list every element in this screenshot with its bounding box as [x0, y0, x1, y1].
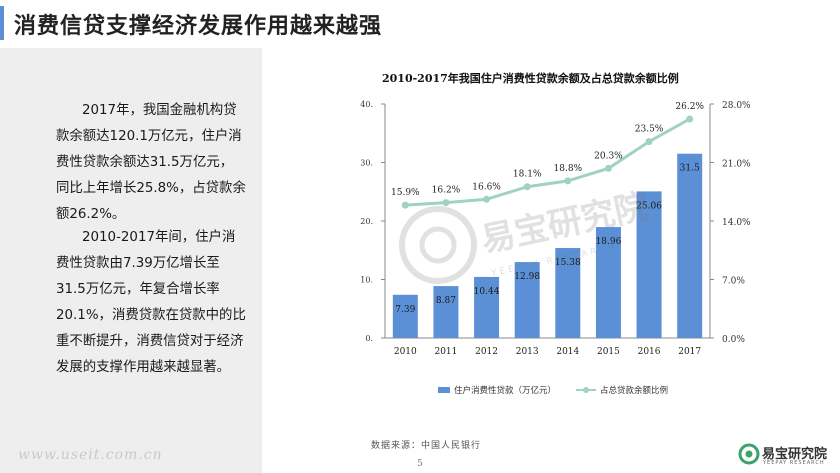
legend-bar-label: 住户消费性贷款（万亿元）	[454, 385, 556, 396]
website-watermark: www.useit.com.cn	[18, 447, 163, 463]
data-source: 数据来源：中国人民银行	[371, 441, 482, 451]
brand-logo: 易宝研究院 YEEPAY RESEARCH	[738, 443, 838, 469]
legend-bar-swatch	[438, 387, 450, 393]
ratio-point-2016	[645, 138, 653, 146]
ratio-label-2016: 23.5%	[635, 125, 664, 135]
y-right-tick-label: 0.0%	[722, 335, 745, 345]
left-text-panel	[0, 48, 262, 473]
paragraph-1: 2017年，我国金融机构贷款余额达120.1万亿元，住户消费性贷款余额达31.5…	[56, 98, 246, 228]
ratio-point-2012	[483, 195, 491, 203]
ratio-point-2010	[401, 201, 409, 209]
bar-label-2010: 7.39	[395, 305, 415, 315]
brand-icon	[738, 443, 760, 465]
x-tick-label-2016: 2016	[638, 347, 661, 357]
bar-label-2016: 25.06	[636, 201, 662, 211]
bar-2017	[677, 153, 703, 338]
y-right-tick-label: 21.0%	[722, 160, 751, 170]
paragraph-1-text: 2017年，我国金融机构贷款余额达120.1万亿元，住户消费性贷款余额达31.5…	[56, 103, 246, 222]
y-left-tick-label: 30.	[360, 159, 373, 168]
slide-title: 消费信贷支撑经济发展作用越来越强	[14, 14, 383, 39]
bar-2013	[514, 262, 540, 338]
ratio-label-2013: 18.1%	[513, 170, 542, 180]
page-number: 5	[417, 459, 423, 469]
bar-label-2011: 8.87	[436, 296, 456, 306]
ratio-label-2015: 20.3%	[594, 151, 623, 161]
x-tick-label-2015: 2015	[597, 347, 620, 357]
ratio-label-2011: 16.2%	[432, 186, 461, 196]
ratio-label-2017: 26.2%	[675, 102, 704, 112]
paragraph-2-highlight: 住户消费性贷款由7.39万亿增长至31.5万亿元，年复合增长率20.1%，	[56, 230, 236, 323]
bar-label-2014: 15.38	[555, 258, 581, 268]
title-bar: 消费信贷支撑经济发展作用越来越强	[0, 0, 840, 48]
chart-title: 2010-2017年我国住户消费性贷款余额及占总贷款余额比例	[382, 72, 679, 85]
chart-area: 0. 10. 20. 30. 40. 0.0% 7.0% 14.0% 21.0% 28.0% 7.3…	[360, 100, 751, 396]
y-right-tick-label: 28.0%	[722, 101, 751, 111]
y-left-tick-label: 0.	[365, 334, 373, 343]
brand-name: 易宝研究院	[762, 447, 828, 462]
y-right-tick-label: 7.0%	[722, 277, 745, 287]
ratio-point-2015	[604, 164, 612, 172]
bar-label-2013: 12.98	[514, 272, 540, 282]
ratio-point-2017	[686, 115, 694, 123]
ratio-point-2011	[442, 199, 450, 207]
title-accent-bar	[0, 6, 4, 40]
legend-line-marker	[583, 387, 589, 393]
ratio-label-2014: 18.8%	[554, 164, 583, 174]
ratio-point-2014	[564, 177, 572, 185]
bar-2012	[474, 276, 500, 338]
paragraph-2-tail: 消费贷款在贷款中的比重不断提升，消费信贷对于经济发展的支撑作用越来越显著。	[56, 308, 246, 375]
bar-label-2012: 10.44	[474, 287, 500, 297]
paragraph-2-lead: 2010-2017年间，	[82, 230, 196, 245]
legend-line-label: 占总贷款余额比例	[600, 385, 668, 396]
x-tick-label-2017: 2017	[678, 347, 701, 357]
ratio-point-2013	[523, 183, 531, 191]
x-tick-label-2011: 2011	[434, 347, 457, 357]
bar-2011	[433, 286, 459, 338]
bar-label-2015: 18.96	[596, 237, 622, 247]
bar-2015	[595, 227, 621, 338]
y-right-tick-label: 14.0%	[722, 218, 751, 228]
brand-subtitle: YEEPAY RESEARCH	[763, 460, 825, 466]
x-tick-label-2013: 2013	[516, 347, 539, 357]
ratio-label-2012: 16.6%	[472, 182, 501, 192]
y-left-tick-label: 10.	[360, 276, 373, 285]
paragraph-2: 2010-2017年间，住户消费性贷款由7.39万亿增长至31.5万亿元，年复合…	[56, 225, 246, 381]
bar-2016	[636, 191, 662, 338]
ratio-label-2010: 15.9%	[391, 188, 420, 198]
ratio-line	[405, 117, 691, 207]
bar-label-2017: 31.5	[680, 164, 700, 174]
x-tick-label-2010: 2010	[394, 347, 417, 357]
y-left-tick-label: 20.	[360, 217, 373, 226]
bar-2010	[392, 294, 418, 338]
x-tick-label-2012: 2012	[475, 347, 498, 357]
y-left-tick-label: 40.	[360, 100, 373, 109]
bar-2014	[555, 248, 581, 338]
x-tick-label-2014: 2014	[556, 347, 579, 357]
